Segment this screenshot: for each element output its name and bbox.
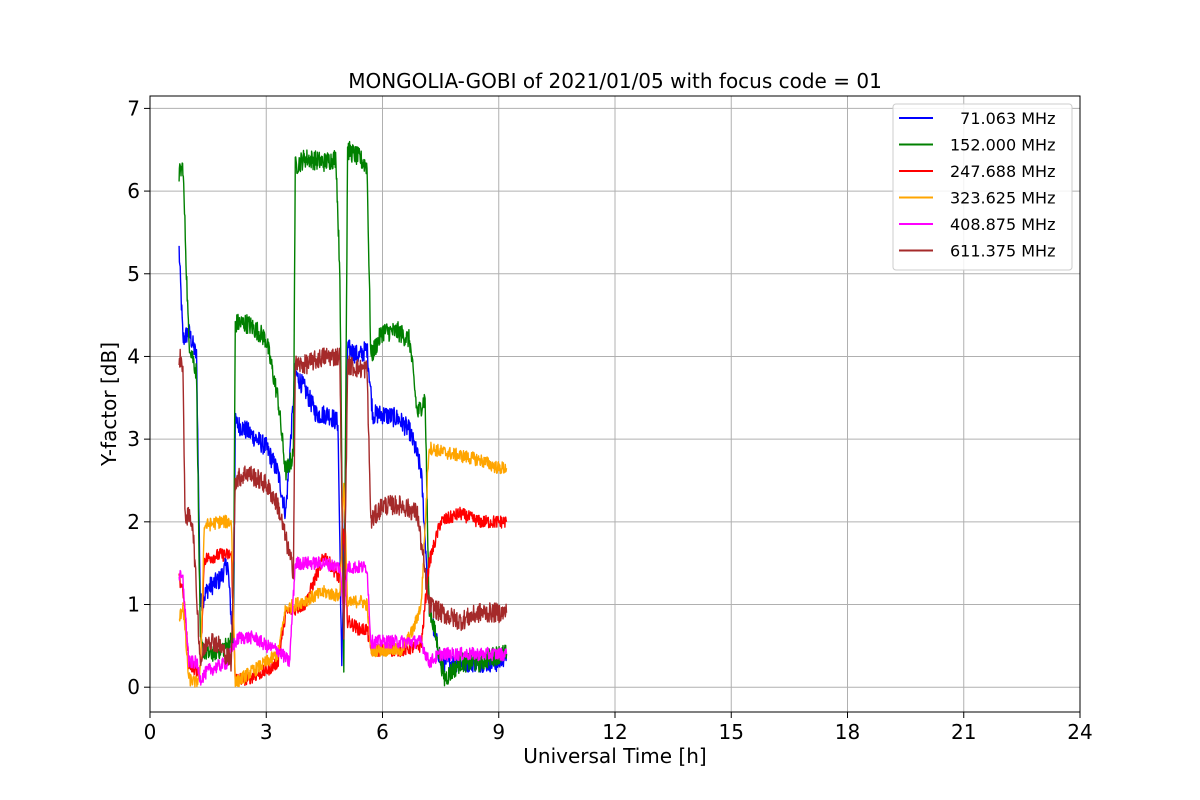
y-tick-label: 7 [127, 96, 140, 120]
x-tick-label: 0 [144, 720, 157, 744]
series-layer [178, 140, 508, 688]
x-tick-label: 3 [260, 720, 273, 744]
legend-label: 611.375 MHz [950, 242, 1055, 261]
x-tick-label: 18 [835, 720, 860, 744]
y-tick-label: 2 [127, 510, 140, 534]
x-axis-label: Universal Time [h] [523, 744, 706, 768]
x-axis-ticks: 0 3 6 9 12 15 18 21 24 [144, 712, 1093, 744]
legend-label: 323.625 MHz [950, 189, 1055, 208]
x-tick-label: 21 [951, 720, 976, 744]
y-tick-label: 4 [127, 344, 140, 368]
legend: 71.063 MHz 152.000 MHz 247.688 MHz 323.625 … [892, 103, 1073, 271]
series-line [178, 441, 508, 688]
chart-title: MONGOLIA-GOBI of 2021/01/05 with focus c… [348, 69, 882, 93]
series-line [178, 347, 508, 672]
x-tick-label: 9 [492, 720, 505, 744]
legend-label: 247.688 MHz [950, 162, 1055, 181]
x-tick-label: 6 [376, 720, 389, 744]
x-tick-label: 12 [602, 720, 627, 744]
y-axis-label: Y-factor [dB] [97, 342, 121, 467]
legend-box [892, 103, 1073, 271]
y-tick-label: 1 [127, 593, 140, 617]
legend-label: 71.063 MHz [950, 109, 1055, 128]
y-tick-label: 6 [127, 179, 140, 203]
legend-label: 408.875 MHz [950, 215, 1055, 234]
x-tick-label: 24 [1067, 720, 1092, 744]
x-tick-label: 15 [719, 720, 744, 744]
legend-label: 152.000 MHz [950, 136, 1055, 155]
y-tick-label: 0 [127, 675, 140, 699]
y-tick-label: 5 [127, 262, 140, 286]
y-axis-ticks: 0 1 2 3 4 5 6 7 [127, 96, 150, 699]
y-tick-label: 3 [127, 427, 140, 451]
